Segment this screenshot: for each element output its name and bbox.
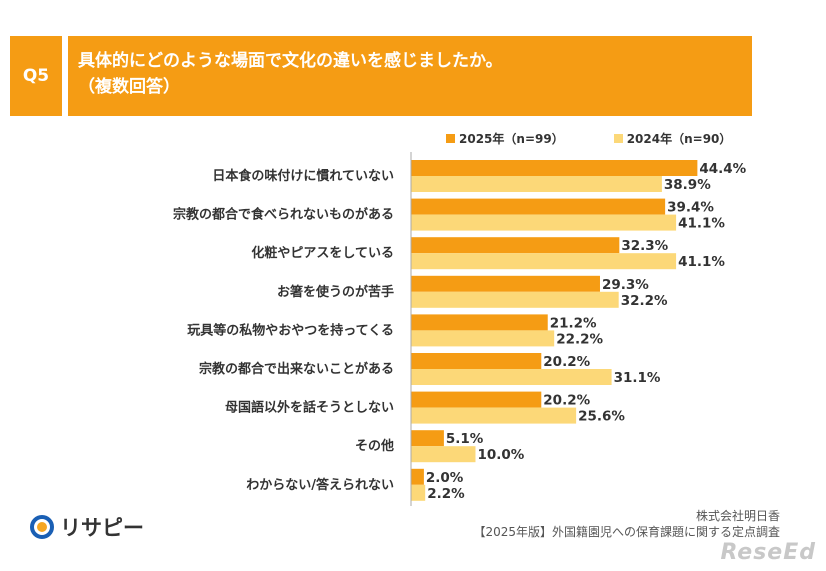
category-label: 母国語以外を話そうとしない — [225, 400, 394, 416]
legend-swatch-2024 — [613, 134, 623, 143]
legend-swatch-2025 — [446, 134, 455, 143]
data-label-2024: 41.1% — [678, 216, 725, 232]
bar-2025 — [411, 468, 424, 485]
data-label-2024: 2.2% — [427, 486, 465, 502]
question-title-line2: （複数回答） — [78, 77, 180, 97]
data-label-2024: 22.2% — [556, 331, 603, 347]
data-label-2025: 5.1% — [446, 431, 484, 447]
risapy-logo-text: リサピー — [60, 516, 144, 540]
bar-2024 — [411, 484, 426, 501]
data-label-2024: 38.9% — [664, 177, 711, 193]
question-title: 具体的にどのような場面で文化の違いを感じましたか。 （複数回答） — [68, 36, 752, 116]
bar-2024 — [411, 446, 476, 463]
risapy-logo-icon — [30, 515, 54, 539]
bar-2025 — [411, 198, 666, 215]
data-label-2024: 10.0% — [478, 447, 525, 463]
data-label-2024: 41.1% — [678, 254, 725, 270]
legend-item-2024: 2024年（n=90） — [613, 130, 732, 147]
data-label-2024: 25.6% — [578, 409, 625, 425]
data-label-2025: 39.4% — [667, 200, 714, 216]
data-label-2025: 20.2% — [543, 393, 590, 409]
bar-2024 — [411, 291, 619, 308]
data-label-2025: 20.2% — [543, 354, 590, 370]
category-label: わからない/答えられない — [246, 477, 394, 493]
bar-2024 — [411, 214, 677, 231]
chart-legend: 2025年（n=99） 2024年（n=90） — [446, 130, 731, 147]
bar-2025 — [411, 314, 548, 331]
bar-2024 — [411, 330, 555, 347]
data-label-2025: 44.4% — [699, 161, 746, 177]
bar-2024 — [411, 253, 677, 270]
question-badge: Q5 — [10, 36, 62, 116]
question-title-line1: 具体的にどのような場面で文化の違いを感じましたか。 — [78, 51, 503, 71]
category-label: 宗教の都合で出来ないことがある — [199, 361, 394, 377]
category-label: 宗教の都合で食べられないものがある — [173, 207, 394, 223]
legend-item-2025: 2025年（n=99） — [446, 130, 564, 147]
data-label-2025: 21.2% — [550, 315, 597, 331]
bar-2025 — [411, 353, 542, 369]
bar-2024 — [411, 176, 662, 192]
category-label: 化粧やピアスをしている — [251, 245, 394, 261]
category-label: その他 — [355, 438, 394, 454]
bar-2025 — [411, 391, 542, 408]
bar-2025 — [411, 237, 620, 254]
source-company: 株式会社明日香 — [695, 509, 780, 523]
data-label-2025: 29.3% — [602, 277, 649, 293]
data-label-2025: 32.3% — [621, 238, 668, 254]
bar-2025 — [411, 430, 444, 447]
data-label-2024: 31.1% — [614, 370, 661, 386]
data-label-2024: 32.2% — [621, 293, 668, 309]
bar-2025 — [411, 275, 600, 292]
watermark: ReseEd — [720, 540, 816, 565]
data-label-2025: 2.0% — [426, 470, 464, 486]
source-note: 株式会社明日香 【2025年版】外国籍園児への保育課題に関する定点調査 — [473, 508, 780, 540]
risapy-logo: リサピー — [30, 512, 144, 542]
category-label: お箸を使うのが苦手 — [277, 284, 394, 300]
category-label: 玩具等の私物やおやつを持ってくる — [187, 322, 394, 338]
category-label: 日本食の味付けに慣れていない — [212, 168, 394, 184]
bar-2024 — [411, 369, 612, 385]
source-survey: 【2025年版】外国籍園児への保育課題に関する定点調査 — [473, 525, 780, 539]
bar-2025 — [411, 160, 698, 176]
legend-label-2025: 2025年（n=99） — [459, 132, 564, 146]
question-header: Q5 具体的にどのような場面で文化の違いを感じましたか。 （複数回答） — [10, 36, 752, 116]
bar-2024 — [411, 407, 577, 424]
legend-label-2024: 2024年（n=90） — [626, 132, 732, 146]
